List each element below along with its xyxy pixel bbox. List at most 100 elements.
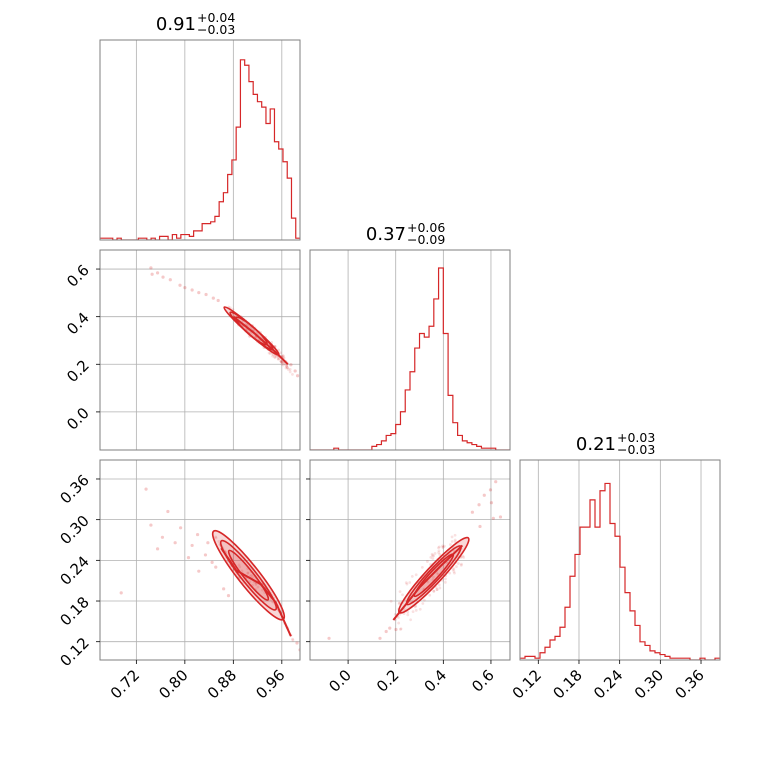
- scatter-point: [437, 583, 441, 587]
- scatter-point: [435, 588, 439, 591]
- scatter-point: [179, 526, 183, 530]
- scatter-point: [197, 291, 201, 295]
- scatter-point: [470, 510, 474, 514]
- title-median: 0.91: [156, 14, 196, 35]
- scatter-point: [482, 493, 486, 497]
- scatter-point: [267, 351, 271, 355]
- scatter-point: [254, 583, 258, 586]
- scatter-point: [284, 366, 288, 370]
- panel-2-2: [519, 459, 721, 661]
- y-tick-label: 0.12: [56, 634, 92, 670]
- scatter-point: [432, 575, 435, 579]
- scatter-point: [226, 593, 231, 598]
- scatter-point: [276, 357, 280, 360]
- scatter-point: [432, 554, 436, 558]
- x-tick-label: 0.36: [671, 666, 707, 702]
- scatter-point: [295, 641, 299, 645]
- scatter-point: [281, 354, 285, 358]
- scatter-point: [211, 296, 215, 300]
- title-err-minus: −0.09: [407, 232, 445, 247]
- histogram-0: [100, 59, 300, 240]
- scatter-point: [399, 627, 402, 631]
- y-tick-label: 0.30: [56, 512, 92, 548]
- scatter-point: [438, 586, 442, 590]
- scatter-point: [291, 638, 295, 642]
- title-err-plus: +0.03: [617, 430, 655, 445]
- axes-frame: [99, 249, 301, 451]
- scatter-point: [406, 613, 410, 617]
- scatter-point: [413, 605, 417, 609]
- scatter-point: [214, 535, 218, 539]
- scatter-point: [433, 552, 437, 555]
- pair-2-0-content: [119, 487, 300, 652]
- axes-frame: [99, 39, 301, 241]
- scatter-point: [250, 573, 253, 577]
- scatter-point: [222, 587, 226, 591]
- x-tick-label: 0.0: [325, 666, 355, 696]
- scatter-point: [251, 575, 255, 579]
- title-median: 0.21: [576, 434, 616, 455]
- scatter-point: [494, 480, 498, 484]
- scatter-point: [246, 571, 250, 575]
- scatter-point: [397, 602, 401, 605]
- scatter-point: [271, 600, 274, 604]
- scatter-point: [441, 545, 445, 549]
- scatter-point: [384, 629, 388, 634]
- scatter-point: [238, 565, 242, 569]
- scatter-point: [394, 627, 398, 632]
- x-tick-label: 0.30: [631, 666, 667, 702]
- scatter-point: [168, 278, 172, 282]
- scatter-point: [410, 574, 414, 578]
- scatter-point: [414, 608, 418, 612]
- scatter-point: [288, 367, 292, 371]
- scatter-point: [273, 355, 277, 359]
- scatter-point: [441, 546, 445, 549]
- scatter-point: [150, 272, 154, 276]
- scatter-point: [418, 607, 422, 611]
- pair-2-1-content: [327, 480, 503, 640]
- scatter-point: [279, 351, 282, 355]
- scatter-point: [420, 566, 424, 569]
- scatter-point: [477, 503, 481, 507]
- scatter-point: [406, 610, 410, 614]
- scatter-point: [186, 556, 191, 560]
- scatter-point: [389, 599, 393, 603]
- scatter-point: [240, 569, 244, 573]
- scatter-point: [441, 544, 445, 548]
- scatter-point: [275, 355, 278, 358]
- scatter-point: [498, 515, 503, 519]
- y-tick-label: 0.36: [56, 471, 92, 507]
- scatter-point: [217, 540, 221, 543]
- scatter-point: [411, 610, 415, 614]
- scatter-point: [293, 369, 297, 373]
- panel-2-1: [309, 459, 511, 661]
- title-err-minus: −0.03: [617, 442, 655, 457]
- scatter-point: [248, 580, 252, 584]
- scatter-point: [398, 601, 402, 605]
- title-param-2: 0.21 +0.03−0.03: [576, 430, 655, 457]
- x-tick-label: 0.72: [107, 666, 143, 702]
- scatter-point: [197, 569, 201, 573]
- scatter-point: [451, 568, 455, 571]
- scatter-point: [295, 374, 300, 378]
- scatter-point: [285, 366, 289, 370]
- scatter-point: [269, 598, 273, 602]
- x-tick-label: 0.2: [373, 666, 403, 696]
- scatter-point: [426, 560, 429, 563]
- scatter-point: [455, 565, 458, 568]
- scatter-point: [280, 360, 284, 364]
- scatter-point: [268, 352, 272, 355]
- scatter-point: [286, 366, 289, 369]
- scatter-point: [285, 364, 288, 368]
- scatter-point: [214, 565, 218, 569]
- scatter-point: [432, 589, 436, 593]
- title-err-plus: +0.06: [407, 220, 445, 235]
- scatter-point: [144, 487, 148, 491]
- scatter-point: [286, 368, 290, 371]
- scatter-point: [443, 580, 447, 584]
- scatter-point: [178, 283, 182, 287]
- scatter-point: [388, 626, 392, 630]
- x-tick-label: 0.6: [468, 666, 498, 696]
- scatter-point: [173, 541, 177, 545]
